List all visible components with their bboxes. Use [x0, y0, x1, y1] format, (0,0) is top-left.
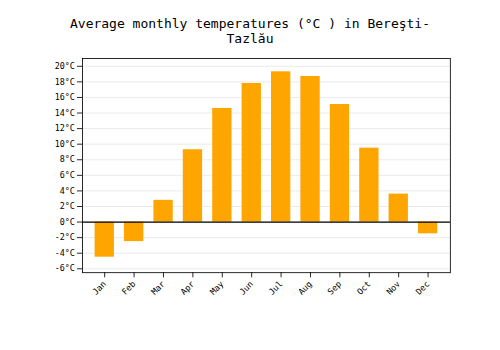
svg-text:4°C: 4°C — [60, 186, 75, 196]
svg-text:-2°C: -2°C — [55, 232, 75, 242]
svg-text:20°C: 20°C — [55, 61, 75, 71]
svg-text:May: May — [208, 279, 226, 297]
svg-text:-4°C: -4°C — [55, 248, 75, 258]
svg-text:Jun: Jun — [237, 279, 255, 297]
svg-text:Aug: Aug — [296, 279, 314, 297]
svg-text:14°C: 14°C — [55, 108, 75, 118]
svg-text:Dec: Dec — [414, 279, 432, 297]
svg-text:2°C: 2°C — [60, 201, 75, 211]
svg-text:Nov: Nov — [384, 279, 402, 297]
svg-text:Sep: Sep — [325, 279, 343, 297]
svg-text:12°C: 12°C — [55, 123, 75, 133]
svg-text:8°C: 8°C — [60, 154, 75, 164]
svg-text:Mar: Mar — [149, 279, 167, 297]
svg-text:16°C: 16°C — [55, 92, 75, 102]
html-text:Average monthly temperatures (: Average monthly temperatures (°C ) in Be… — [70, 16, 430, 46]
svg-text:Jul: Jul — [267, 279, 285, 297]
svg-text:18°C: 18°C — [55, 77, 75, 87]
svg-text:Oct: Oct — [355, 279, 373, 297]
svg-text:6°C: 6°C — [60, 170, 75, 180]
svg-text:Jan: Jan — [90, 279, 108, 297]
svg-text:Feb: Feb — [120, 279, 138, 297]
svg-text:10°C: 10°C — [55, 139, 75, 149]
svg-text:Apr: Apr — [178, 279, 196, 297]
svg-text:0°C: 0°C — [60, 217, 75, 227]
svg-text:-6°C: -6°C — [55, 263, 75, 273]
